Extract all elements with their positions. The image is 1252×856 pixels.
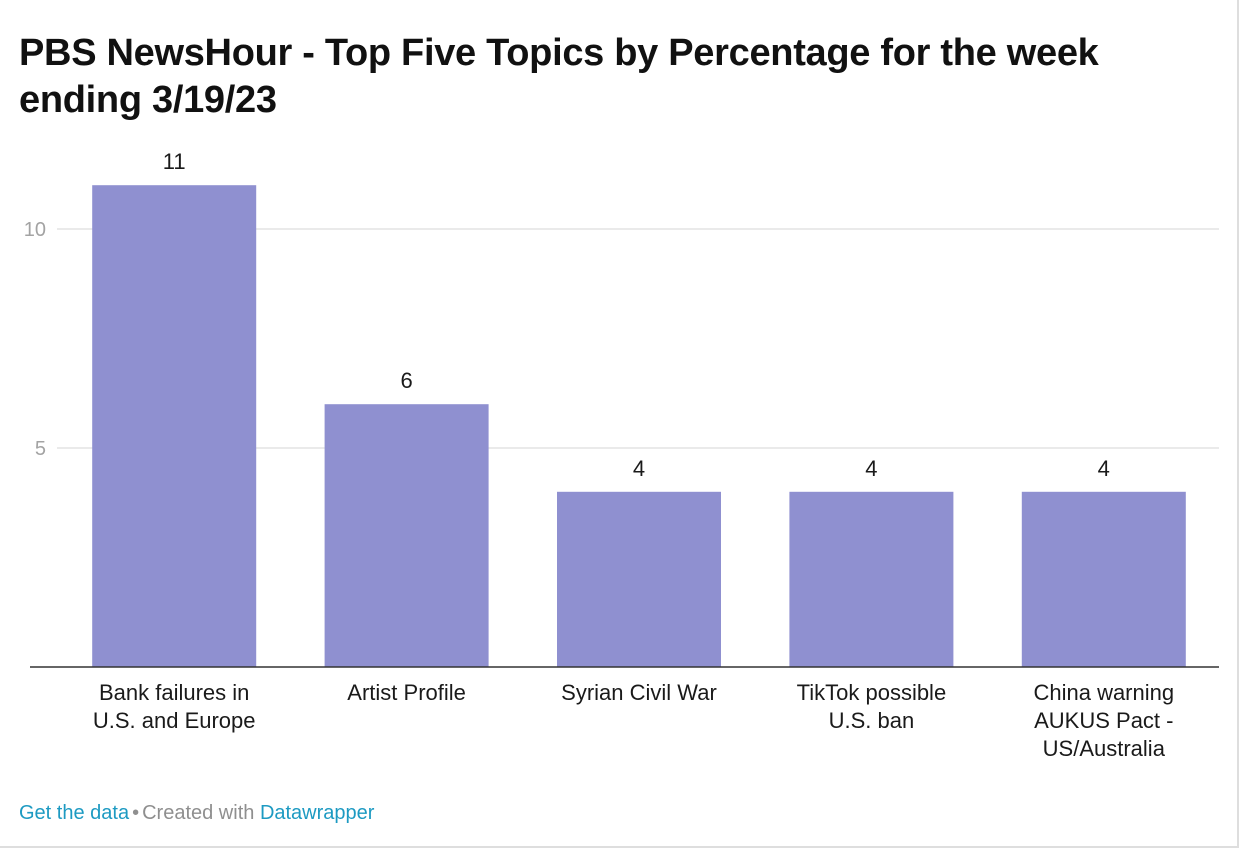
x-tick-label: Bank failures in U.S. and Europe <box>93 680 256 733</box>
bar-2 <box>324 404 489 667</box>
value-label: 4 <box>633 456 645 481</box>
x-tick-label: Artist Profile <box>347 680 466 705</box>
value-label: 4 <box>865 456 877 481</box>
bar-5 <box>1021 491 1186 667</box>
bar-1 <box>92 185 257 667</box>
value-label: 4 <box>1098 456 1110 481</box>
get-the-data-link[interactable]: Get the data <box>19 802 130 824</box>
footer-separator: • <box>132 802 140 824</box>
bar-3 <box>557 491 721 667</box>
datawrapper-link[interactable]: Datawrapper <box>259 802 375 824</box>
chart-title: PBS NewsHour - Top Five Topics by Percen… <box>19 32 1099 121</box>
y-tick-label: 10 <box>24 219 46 241</box>
bar-chart: 5 10 11 6 4 4 4 Bank failures in U.S. and Euro… <box>24 149 1219 761</box>
bar-4 <box>789 491 954 667</box>
value-label: 11 <box>163 149 186 174</box>
x-tick-label: Syrian Civil War <box>561 680 717 705</box>
bars <box>92 185 1186 667</box>
chart-footer: Get the data • Created with Datawrapper <box>19 802 374 825</box>
x-axis: Bank failures in U.S. and Europe Artist Pr… <box>30 666 1219 761</box>
x-tick-label: TikTok possible U.S. ban <box>797 680 947 733</box>
y-tick-label: 5 <box>35 438 46 460</box>
value-labels: 11 6 4 4 4 <box>163 149 1110 481</box>
value-label: 6 <box>400 368 412 393</box>
created-with-text: Created with <box>142 802 255 824</box>
x-tick-label: China warning AUKUS Pact -US/Australia <box>1033 680 1174 761</box>
